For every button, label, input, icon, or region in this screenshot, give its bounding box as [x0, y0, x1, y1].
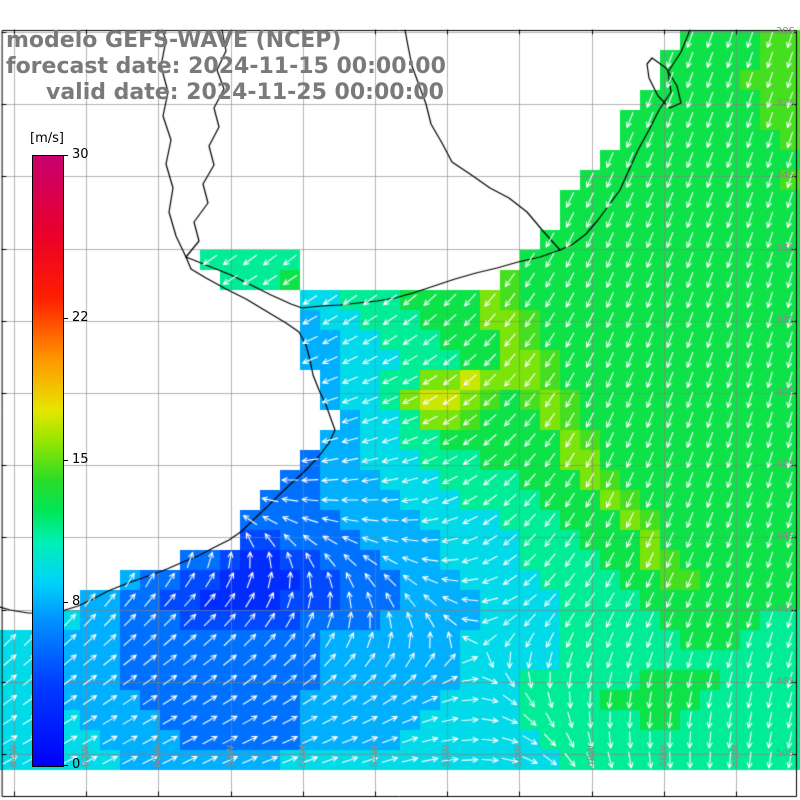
- lon-label: 46W: [658, 744, 670, 768]
- lon-label: 50W: [513, 744, 525, 768]
- lon-label: 44W: [730, 744, 742, 768]
- colorbar-gradient: [32, 155, 64, 767]
- lon-label: 58W: [225, 744, 237, 768]
- lat-label: 38S: [775, 314, 795, 326]
- lat-label: 40S: [775, 387, 795, 398]
- lon-label: 52W: [441, 744, 453, 768]
- title-block: modelo GEFS-WAVE (NCEP) forecast date: 2…: [6, 28, 446, 106]
- model-name: modelo GEFS-WAVE (NCEP): [6, 28, 342, 53]
- lat-label: 34S: [775, 170, 795, 182]
- colorbar-unit-label: [m/s]: [30, 131, 64, 146]
- lat-label: 32S: [775, 98, 795, 110]
- lat-label: 48S: [775, 675, 795, 687]
- lon-label: 54W: [369, 744, 381, 768]
- lon-label: 60W: [152, 744, 164, 768]
- colorbar-tick-label: 15: [72, 452, 89, 467]
- colorbar-tick-label: 8: [72, 594, 81, 610]
- lat-label: 30S: [775, 26, 795, 37]
- forecast-date: forecast date: 2024-11-15 00:00:00: [6, 54, 446, 79]
- colorbar-tick-label: 30: [72, 147, 89, 162]
- colorbar-tick-mark: [63, 317, 68, 319]
- colorbar-tick-label: 22: [72, 309, 89, 325]
- lat-label: 46S: [775, 603, 795, 615]
- lat-label: 44S: [775, 531, 795, 543]
- colorbar-tick-mark: [63, 765, 68, 766]
- lat-label: 50S: [775, 748, 795, 759]
- lon-label: 56W: [297, 744, 309, 768]
- valid-date: valid date: 2024-11-25 00:00:00: [46, 80, 444, 105]
- lat-label: 36S: [775, 242, 795, 254]
- lat-label: 42S: [775, 459, 795, 471]
- lon-label: 48W: [586, 744, 598, 768]
- lon-label: 64W: [8, 744, 20, 768]
- colorbar-tick-mark: [63, 460, 68, 461]
- colorbar-tick-label: 0: [72, 757, 81, 772]
- colorbar-tick-mark: [63, 602, 68, 604]
- colorbar-tick-mark: [63, 155, 68, 156]
- lon-label: 62W: [80, 744, 92, 768]
